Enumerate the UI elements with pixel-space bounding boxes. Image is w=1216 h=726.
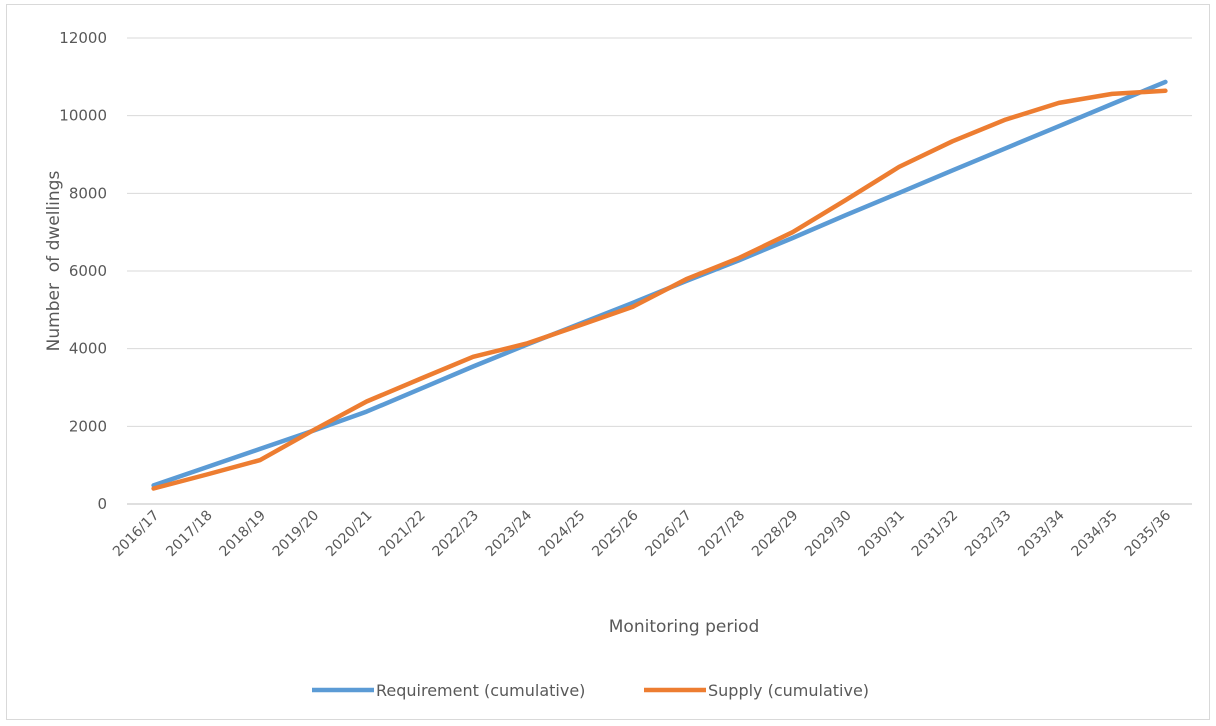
x-tick-label: 2035/36 — [1122, 507, 1175, 560]
legend-label: Supply (cumulative) — [708, 681, 869, 700]
x-tick-label: 2025/26 — [589, 507, 642, 560]
x-tick-label: 2020/21 — [323, 508, 375, 560]
x-tick-label: 2023/24 — [483, 507, 536, 560]
series-line-1 — [151, 79, 1168, 488]
y-tick-label: 12000 — [59, 29, 107, 47]
y-axis-label: Number of dwellings — [44, 171, 64, 352]
x-tick-label: 2021/22 — [376, 508, 428, 560]
legend-label: Requirement (cumulative) — [376, 681, 585, 700]
x-tick-label: 2018/19 — [217, 508, 269, 560]
series-line-2 — [151, 88, 1168, 491]
y-tick-label: 8000 — [69, 184, 107, 202]
x-tick-label: 2033/34 — [1015, 507, 1068, 560]
x-tick-label: 2032/33 — [962, 508, 1014, 560]
x-tick-label: 2022/23 — [430, 508, 482, 560]
y-tick-label: 0 — [97, 495, 107, 513]
x-tick-label: 2027/28 — [696, 508, 748, 560]
x-tick-label: 2034/35 — [1069, 508, 1121, 560]
y-tick-label: 10000 — [59, 107, 107, 125]
y-tick-label: 2000 — [69, 417, 107, 435]
y-tick-labels: 0 2000 4000 6000 8000 10000 12000 — [59, 29, 107, 513]
y-tick-label: 6000 — [69, 262, 107, 280]
x-axis-label: Monitoring period — [609, 617, 759, 637]
x-tick-label: 2016/17 — [110, 508, 162, 560]
x-tick-label: 2017/18 — [163, 508, 215, 560]
x-tick-labels: 2016/17 2017/18 2018/19 2019/20 2020/21 2021/… — [110, 507, 1174, 560]
x-tick-label: 2026/27 — [643, 508, 695, 560]
chart-frame: 0 2000 4000 6000 8000 10000 12000 2016/17 2017/… — [6, 4, 1210, 720]
x-tick-label: 2028/29 — [749, 508, 801, 560]
x-tick-label: 2031/32 — [909, 508, 961, 560]
y-tick-label: 4000 — [69, 340, 107, 358]
gridlines — [127, 37, 1192, 505]
x-tick-label: 2024/25 — [536, 508, 588, 560]
legend: Requirement (cumulative) Supply (cumulati… — [312, 681, 869, 700]
x-tick-label: 2030/31 — [856, 508, 908, 560]
line-chart: 0 2000 4000 6000 8000 10000 12000 2016/17 2017/… — [44, 29, 1192, 700]
series-lines — [151, 79, 1168, 491]
x-tick-label: 2029/30 — [802, 508, 854, 560]
x-tick-label: 2019/20 — [270, 508, 322, 560]
